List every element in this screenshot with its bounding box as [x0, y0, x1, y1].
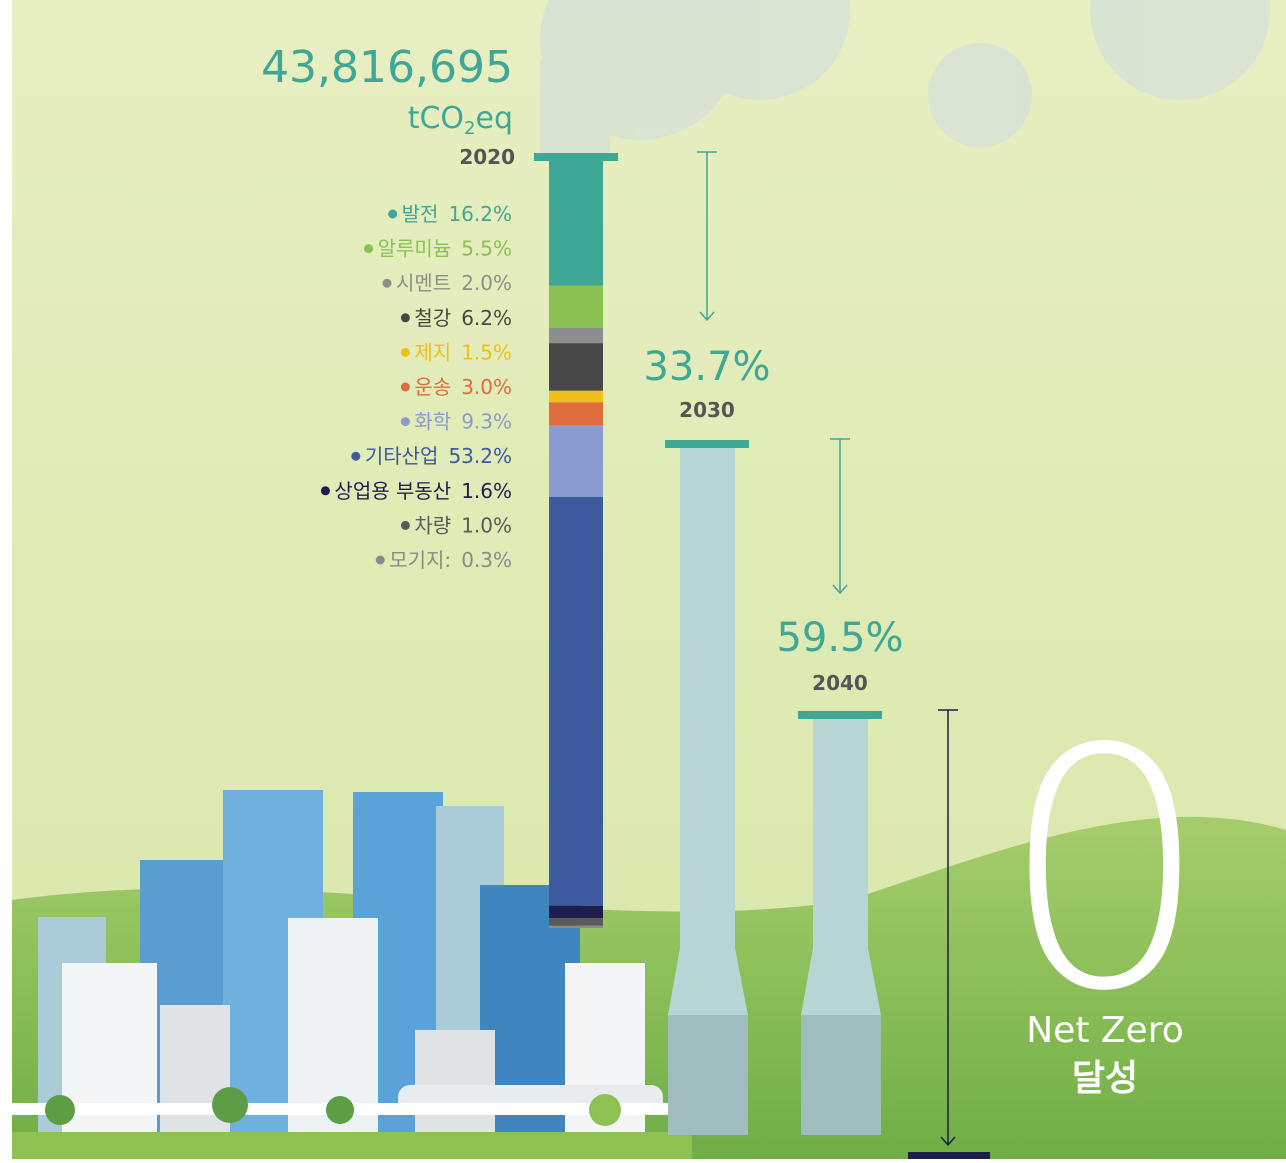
legend-dot — [400, 382, 410, 392]
segment — [549, 402, 603, 426]
legend-name: 철강 — [414, 306, 451, 330]
legend-entry: 모기지: 0.3% — [389, 548, 512, 572]
segment — [549, 925, 603, 928]
unit-part: tCO — [408, 101, 464, 136]
legend-entry: 상업용 부동산 1.6% — [334, 479, 512, 503]
legend-entry: 시멘트 2.0% — [396, 271, 512, 295]
unit-part: eq — [476, 101, 514, 136]
milestone-value: 33.7% — [643, 344, 770, 390]
legend-dot — [320, 486, 330, 496]
legend-value: 16.2% — [448, 202, 512, 226]
segment — [549, 161, 603, 286]
legend-name: 제지 — [414, 340, 451, 364]
chimney-cap — [534, 153, 618, 161]
legend-dot — [375, 555, 385, 565]
segment — [549, 327, 603, 344]
netzero-line1: Net Zero — [1026, 1010, 1183, 1051]
legend-dot — [400, 313, 410, 323]
legend-value: 2.0% — [461, 271, 512, 295]
legend-entry: 기타산업 53.2% — [365, 444, 512, 468]
legend-entry: 제지 1.5% — [414, 340, 512, 364]
legend-entry: 알루미늄 5.5% — [378, 237, 512, 261]
legend-value: 53.2% — [448, 444, 512, 468]
total-value: 43,816,695 — [261, 42, 513, 93]
smoke — [540, 0, 1270, 155]
netzero-zero: 0 — [1000, 679, 1210, 1063]
legend-name: 알루미늄 — [378, 237, 452, 261]
legend-value: 3.0% — [461, 375, 512, 399]
segment — [549, 425, 603, 497]
segment — [549, 905, 603, 919]
legend-dot — [364, 244, 374, 254]
legend-name: 화학 — [414, 410, 451, 434]
legend: 발전 16.2% 알루미늄 5.5% 시멘트 2.0% 철강 6.2% 제지 1.5% 운송 3.0%… — [320, 202, 512, 572]
legend-name: 운송 — [414, 375, 451, 399]
legend-name: 차량 — [414, 513, 451, 537]
legend-value: 9.3% — [461, 410, 512, 434]
legend-dot — [400, 520, 410, 530]
year: 2020 — [459, 145, 515, 169]
legend-dot — [400, 347, 410, 357]
city — [12, 790, 692, 1159]
segment — [549, 285, 603, 328]
legend-value: 6.2% — [461, 306, 512, 330]
milestone-year: 2030 — [679, 398, 735, 422]
segment — [549, 343, 603, 391]
legend-entry: 운송 3.0% — [414, 375, 512, 399]
legend-value: 1.6% — [461, 479, 512, 503]
legend-dot — [351, 451, 361, 461]
milestone-value: 59.5% — [776, 615, 903, 661]
chimney-2040 — [798, 711, 882, 1135]
segment — [549, 496, 603, 906]
legend-dot — [400, 417, 410, 427]
legend-name: 모기지: — [389, 548, 451, 572]
legend-entry: 차량 1.0% — [414, 513, 512, 537]
netzero-line2: 달성 — [1072, 1058, 1138, 1099]
legend-entry: 철강 6.2% — [414, 306, 512, 330]
legend-dot — [382, 278, 392, 288]
legend-entry: 화학 9.3% — [414, 410, 512, 434]
legend-value: 0.3% — [461, 548, 512, 572]
legend-name: 기타산업 — [365, 444, 439, 468]
segment — [549, 390, 603, 403]
milestone-year: 2040 — [812, 671, 868, 695]
netzero-base — [908, 1152, 990, 1159]
legend-name: 발전 — [402, 202, 439, 226]
legend-value: 1.5% — [461, 340, 512, 364]
legend-value: 5.5% — [461, 237, 512, 261]
legend-dot — [388, 209, 398, 219]
legend-value: 1.0% — [461, 513, 512, 537]
total-unit: tCO2eq — [408, 101, 513, 139]
chimney-2030 — [665, 440, 749, 1135]
segment — [549, 918, 603, 926]
legend-entry: 발전 16.2% — [402, 202, 512, 226]
legend-name: 시멘트 — [396, 271, 451, 295]
unit-sub: 2 — [464, 118, 475, 139]
legend-name: 상업용 부동산 — [334, 479, 451, 503]
stacked-chimney — [549, 161, 603, 928]
arrows — [697, 151, 958, 1147]
